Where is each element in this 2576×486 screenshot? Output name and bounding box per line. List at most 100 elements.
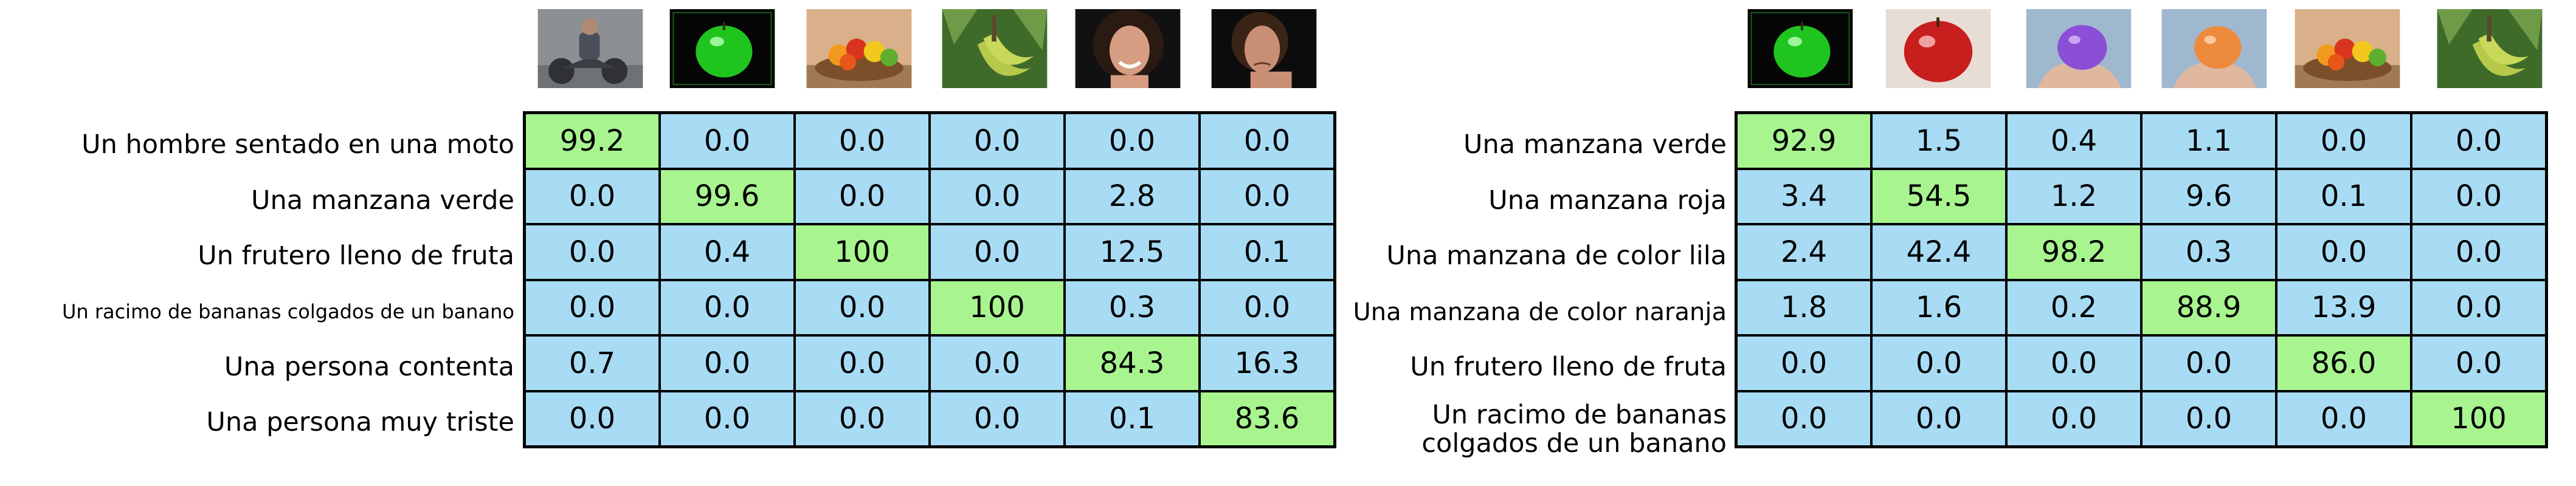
thumb-motorbike [536, 8, 644, 89]
score-cell: 0.0 [1736, 391, 1871, 447]
orange-apple-in-hand-image [2161, 9, 2267, 88]
score-cell: 0.1 [2276, 168, 2411, 224]
score-cell: 0.0 [930, 168, 1065, 224]
thumb-bananas [941, 8, 1049, 89]
left-row-label: Una manzana verde [250, 185, 514, 216]
thumb-fruit-bowl [805, 8, 913, 89]
score-cell-highlight: 88.9 [2141, 279, 2276, 335]
happy-woman-image [1075, 9, 1181, 88]
score-cell: 1.6 [1871, 279, 2006, 335]
score-cell: 0.1 [1065, 391, 1200, 447]
score-cell-highlight: 84.3 [1065, 335, 1200, 391]
score-cell: 0.0 [525, 168, 660, 224]
score-cell: 42.4 [1871, 224, 2006, 280]
score-cell-highlight: 100 [930, 279, 1065, 335]
score-cell: 0.0 [1871, 391, 2006, 447]
score-cell: 0.0 [525, 224, 660, 280]
thumb-red-apple [1884, 8, 1992, 89]
right-row-label: Una manzana roja [1488, 185, 1727, 216]
score-cell: 3.4 [1736, 168, 1871, 224]
right-row-label: Una manzana verde [1463, 129, 1727, 160]
score-cell: 1.2 [2006, 168, 2141, 224]
score-cell: 0.0 [660, 113, 795, 169]
score-cell: 0.0 [795, 391, 930, 447]
left-row-label: Una persona contenta [224, 351, 514, 382]
left-row-label: Un racimo de bananas colgados de un bana… [61, 299, 514, 323]
score-cell: 0.0 [930, 224, 1065, 280]
thumb-fruit-bowl [2293, 8, 2402, 89]
green-apple-image [669, 9, 775, 88]
thumb-happy-woman [1074, 8, 1182, 89]
score-cell-highlight: 86.0 [2276, 335, 2411, 391]
thumb-purple-apple [2025, 8, 2133, 89]
score-cell: 0.0 [660, 391, 795, 447]
score-cell: 16.3 [1200, 335, 1335, 391]
thumb-sad-woman [1210, 8, 1318, 89]
score-cell: 0.0 [795, 113, 930, 169]
score-cell: 0.0 [1200, 168, 1335, 224]
score-cell: 0.0 [1871, 335, 2006, 391]
thumb-green-apple [668, 8, 776, 89]
fruit-bowl-image [806, 9, 912, 88]
score-cell: 0.0 [930, 113, 1065, 169]
bananas-image [2437, 9, 2543, 88]
left-row-label: Un hombre sentado en una moto [81, 129, 514, 160]
score-cell: 1.5 [1871, 113, 2006, 169]
score-cell-highlight: 54.5 [1871, 168, 2006, 224]
score-cell: 0.0 [2006, 335, 2141, 391]
left-row-label: Un frutero lleno de fruta [198, 240, 514, 271]
score-cell: 0.0 [2276, 224, 2411, 280]
score-cell: 1.1 [2141, 113, 2276, 169]
score-cell: 0.0 [795, 168, 930, 224]
score-cell-highlight: 83.6 [1200, 391, 1335, 447]
score-cell: 2.4 [1736, 224, 1871, 280]
score-cell: 0.0 [2411, 224, 2546, 280]
right-row-label: Un racimo de bananas colgados de un bana… [1421, 400, 1727, 459]
thumb-green-apple [1746, 8, 1854, 89]
score-cell: 0.0 [1200, 113, 1335, 169]
score-cell-highlight: 98.2 [2006, 224, 2141, 280]
score-cell-highlight: 100 [795, 224, 930, 280]
score-cell: 0.0 [795, 279, 930, 335]
score-cell: 0.0 [2006, 391, 2141, 447]
score-cell: 0.0 [660, 279, 795, 335]
score-cell: 0.0 [795, 335, 930, 391]
left-row-label: Una persona muy triste [206, 406, 514, 437]
score-cell: 0.0 [660, 335, 795, 391]
score-cell: 0.0 [1736, 335, 1871, 391]
score-cell: 0.2 [2006, 279, 2141, 335]
thumb-orange-apple [2160, 8, 2268, 89]
thumb-bananas [2436, 8, 2544, 89]
score-cell: 0.0 [2411, 335, 2546, 391]
score-cell: 0.0 [930, 335, 1065, 391]
score-cell: 0.0 [930, 391, 1065, 447]
score-cell: 9.6 [2141, 168, 2276, 224]
score-cell: 0.0 [2411, 113, 2546, 169]
right-row-label: Una manzana de color naranja [1353, 298, 1727, 326]
score-cell: 0.1 [1200, 224, 1335, 280]
score-cell: 0.4 [2006, 113, 2141, 169]
score-cell-highlight: 92.9 [1736, 113, 1871, 169]
right-score-table: 92.9 1.5 0.4 1.1 0.0 0.0 3.4 54.5 1.2 9.6 0.1 0.0 2.… [1735, 111, 2548, 448]
fruit-bowl-image [2295, 9, 2400, 88]
score-cell: 0.0 [1200, 279, 1335, 335]
score-cell: 0.0 [2411, 168, 2546, 224]
score-cell: 0.0 [525, 391, 660, 447]
score-cell: 0.4 [660, 224, 795, 280]
score-cell: 0.7 [525, 335, 660, 391]
score-cell: 0.0 [2411, 279, 2546, 335]
score-cell: 13.9 [2276, 279, 2411, 335]
purple-apple-in-hand-image [2026, 9, 2132, 88]
man-on-motorbike-image [537, 9, 643, 88]
score-cell: 0.3 [2141, 224, 2276, 280]
green-apple-image [1747, 9, 1853, 88]
score-cell: 0.3 [1065, 279, 1200, 335]
sad-woman-image [1211, 9, 1317, 88]
left-score-table: 99.2 0.0 0.0 0.0 0.0 0.0 0.0 99.6 0.0 0.0 2.8 0.0 0.… [523, 111, 1336, 448]
score-cell: 0.0 [2141, 335, 2276, 391]
red-apple-image [1885, 9, 1991, 88]
score-cell: 2.8 [1065, 168, 1200, 224]
bananas-image [942, 9, 1048, 88]
score-cell-highlight: 99.2 [525, 113, 660, 169]
score-cell: 0.0 [1065, 113, 1200, 169]
